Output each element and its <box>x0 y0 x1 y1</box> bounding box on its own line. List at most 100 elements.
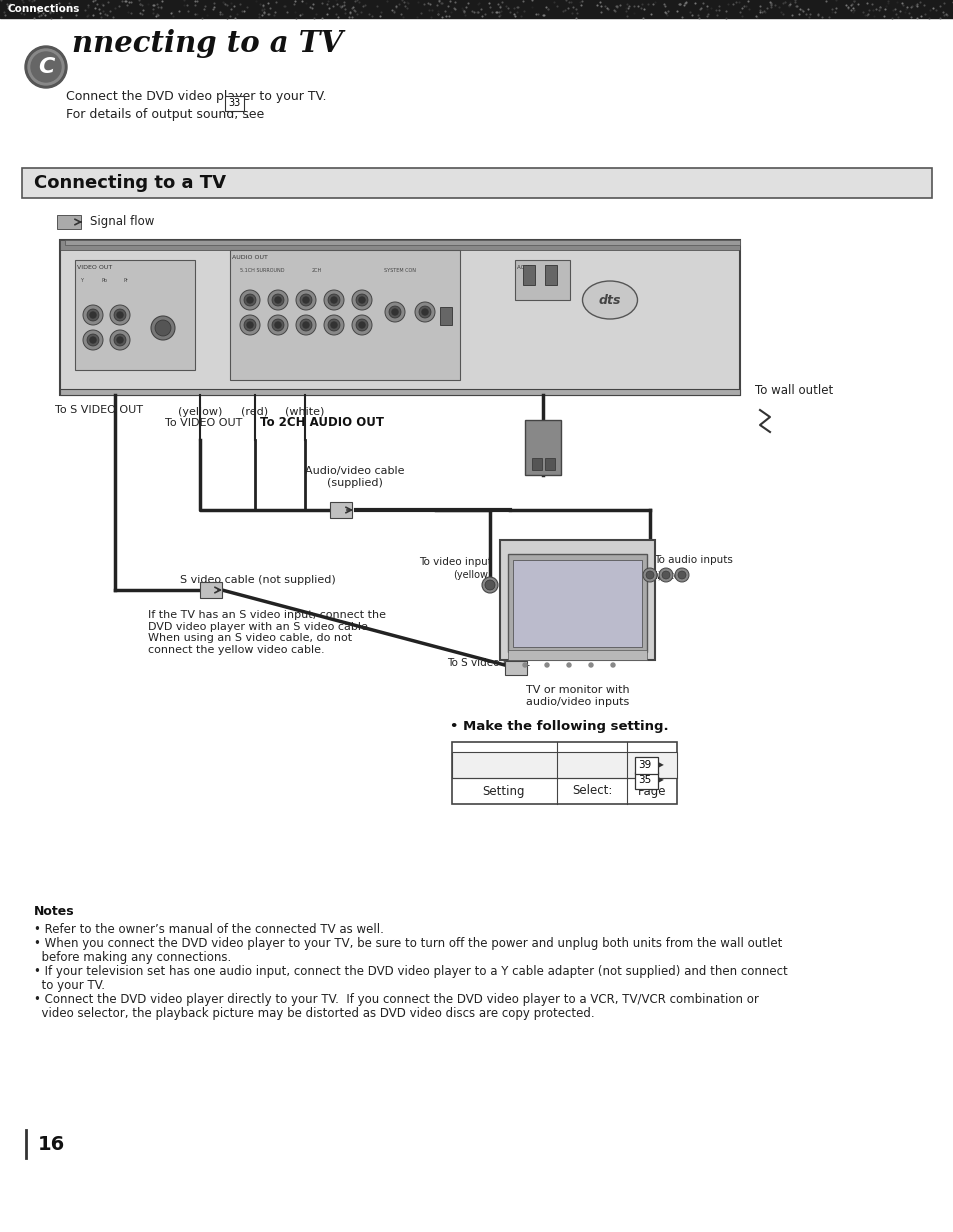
Circle shape <box>522 663 526 667</box>
Text: If the TV has an S video input, connect the
DVD video player with an S video cab: If the TV has an S video input, connect … <box>148 610 386 654</box>
Circle shape <box>303 322 309 328</box>
Circle shape <box>299 294 312 306</box>
Text: To video input: To video input <box>418 557 492 567</box>
Bar <box>0 0 953 18</box>
Circle shape <box>113 334 126 346</box>
Circle shape <box>272 319 284 331</box>
Circle shape <box>303 297 309 303</box>
Text: (white): (white) <box>648 570 682 580</box>
FancyBboxPatch shape <box>635 756 658 774</box>
Circle shape <box>389 306 400 318</box>
Circle shape <box>328 294 339 306</box>
Circle shape <box>588 663 593 667</box>
Text: Select:: Select: <box>571 785 612 797</box>
Text: • When you connect the DVD video player to your TV, be sure to turn off the powe: • When you connect the DVD video player … <box>34 938 781 950</box>
Text: To audio inputs: To audio inputs <box>654 554 732 565</box>
Circle shape <box>240 290 260 310</box>
Text: S video cable (not supplied): S video cable (not supplied) <box>180 575 335 585</box>
Text: 16: 16 <box>38 1135 65 1153</box>
Circle shape <box>244 294 255 306</box>
Circle shape <box>385 302 405 322</box>
Circle shape <box>610 663 615 667</box>
Bar <box>57 216 81 229</box>
Circle shape <box>240 315 260 335</box>
Text: nnecting to a TV: nnecting to a TV <box>71 30 343 58</box>
Bar <box>507 554 646 652</box>
Text: C: C <box>38 57 54 76</box>
Ellipse shape <box>28 49 64 85</box>
Circle shape <box>544 663 548 667</box>
Text: (yellow): (yellow) <box>177 407 222 416</box>
Circle shape <box>566 663 571 667</box>
Bar <box>75 260 194 370</box>
Text: • Make the following setting.: • Make the following setting. <box>450 719 668 733</box>
Bar <box>60 240 740 250</box>
Text: ▶: ▶ <box>658 760 663 770</box>
Bar <box>504 662 526 675</box>
Circle shape <box>481 577 497 593</box>
Text: Page: Page <box>638 785 665 797</box>
Circle shape <box>90 312 96 318</box>
Bar <box>544 265 557 285</box>
Text: AC IN: AC IN <box>517 265 532 270</box>
Text: For details of output sound, see: For details of output sound, see <box>66 108 268 121</box>
Circle shape <box>117 312 123 318</box>
Circle shape <box>244 319 255 331</box>
Circle shape <box>272 294 284 306</box>
Text: To S video input: To S video input <box>447 658 530 668</box>
Text: 5.1CH SURROUND: 5.1CH SURROUND <box>240 269 284 274</box>
Circle shape <box>295 315 315 335</box>
Bar <box>544 458 555 469</box>
Circle shape <box>659 568 672 582</box>
Bar <box>60 389 740 395</box>
Bar <box>515 260 569 301</box>
Text: Notes: Notes <box>34 906 74 918</box>
Text: Setting: Setting <box>482 785 525 797</box>
Circle shape <box>392 309 397 315</box>
Text: • Connect the DVD video player directly to your TV.  If you connect the DVD vide: • Connect the DVD video player directly … <box>34 993 758 1007</box>
Text: SYSTEM CON: SYSTEM CON <box>384 269 416 274</box>
Text: Pr: Pr <box>124 278 129 283</box>
Text: 35: 35 <box>638 775 651 785</box>
Circle shape <box>421 309 428 315</box>
FancyBboxPatch shape <box>225 96 244 111</box>
Text: ▶: ▶ <box>658 775 663 785</box>
Circle shape <box>358 297 365 303</box>
Circle shape <box>324 315 344 335</box>
FancyBboxPatch shape <box>635 771 658 788</box>
Text: Audio/video cable
(supplied): Audio/video cable (supplied) <box>305 467 404 488</box>
Text: Connect the DVD video player to your TV.: Connect the DVD video player to your TV. <box>66 90 326 103</box>
Text: 33: 33 <box>229 99 241 108</box>
Bar <box>439 307 452 325</box>
Circle shape <box>247 297 253 303</box>
Bar <box>60 240 740 395</box>
Circle shape <box>87 334 99 346</box>
Text: video selector, the playback picture may be distorted as DVD video discs are cop: video selector, the playback picture may… <box>34 1007 594 1020</box>
Circle shape <box>268 290 288 310</box>
Text: to your TV.: to your TV. <box>34 979 105 992</box>
Bar <box>330 501 352 517</box>
Circle shape <box>324 290 344 310</box>
Circle shape <box>110 306 130 325</box>
Text: Connecting to a TV: Connecting to a TV <box>34 174 226 192</box>
Circle shape <box>83 330 103 350</box>
Bar <box>507 650 646 660</box>
Bar <box>200 582 222 598</box>
Bar <box>230 250 459 379</box>
Circle shape <box>352 315 372 335</box>
Bar <box>499 540 655 660</box>
Text: To VIDEO OUT: To VIDEO OUT <box>165 418 242 428</box>
Text: • Refer to the owner’s manual of the connected TV as well.: • Refer to the owner’s manual of the con… <box>34 923 383 936</box>
Text: (red): (red) <box>638 570 661 580</box>
Circle shape <box>352 290 372 310</box>
Circle shape <box>274 297 281 303</box>
Bar <box>65 240 740 245</box>
Circle shape <box>355 294 368 306</box>
Text: Signal flow: Signal flow <box>90 216 154 228</box>
Circle shape <box>151 315 174 340</box>
Text: dts: dts <box>598 293 620 307</box>
Circle shape <box>274 322 281 328</box>
Circle shape <box>331 322 336 328</box>
Bar <box>22 168 931 198</box>
Text: before making any connections.: before making any connections. <box>34 951 231 963</box>
